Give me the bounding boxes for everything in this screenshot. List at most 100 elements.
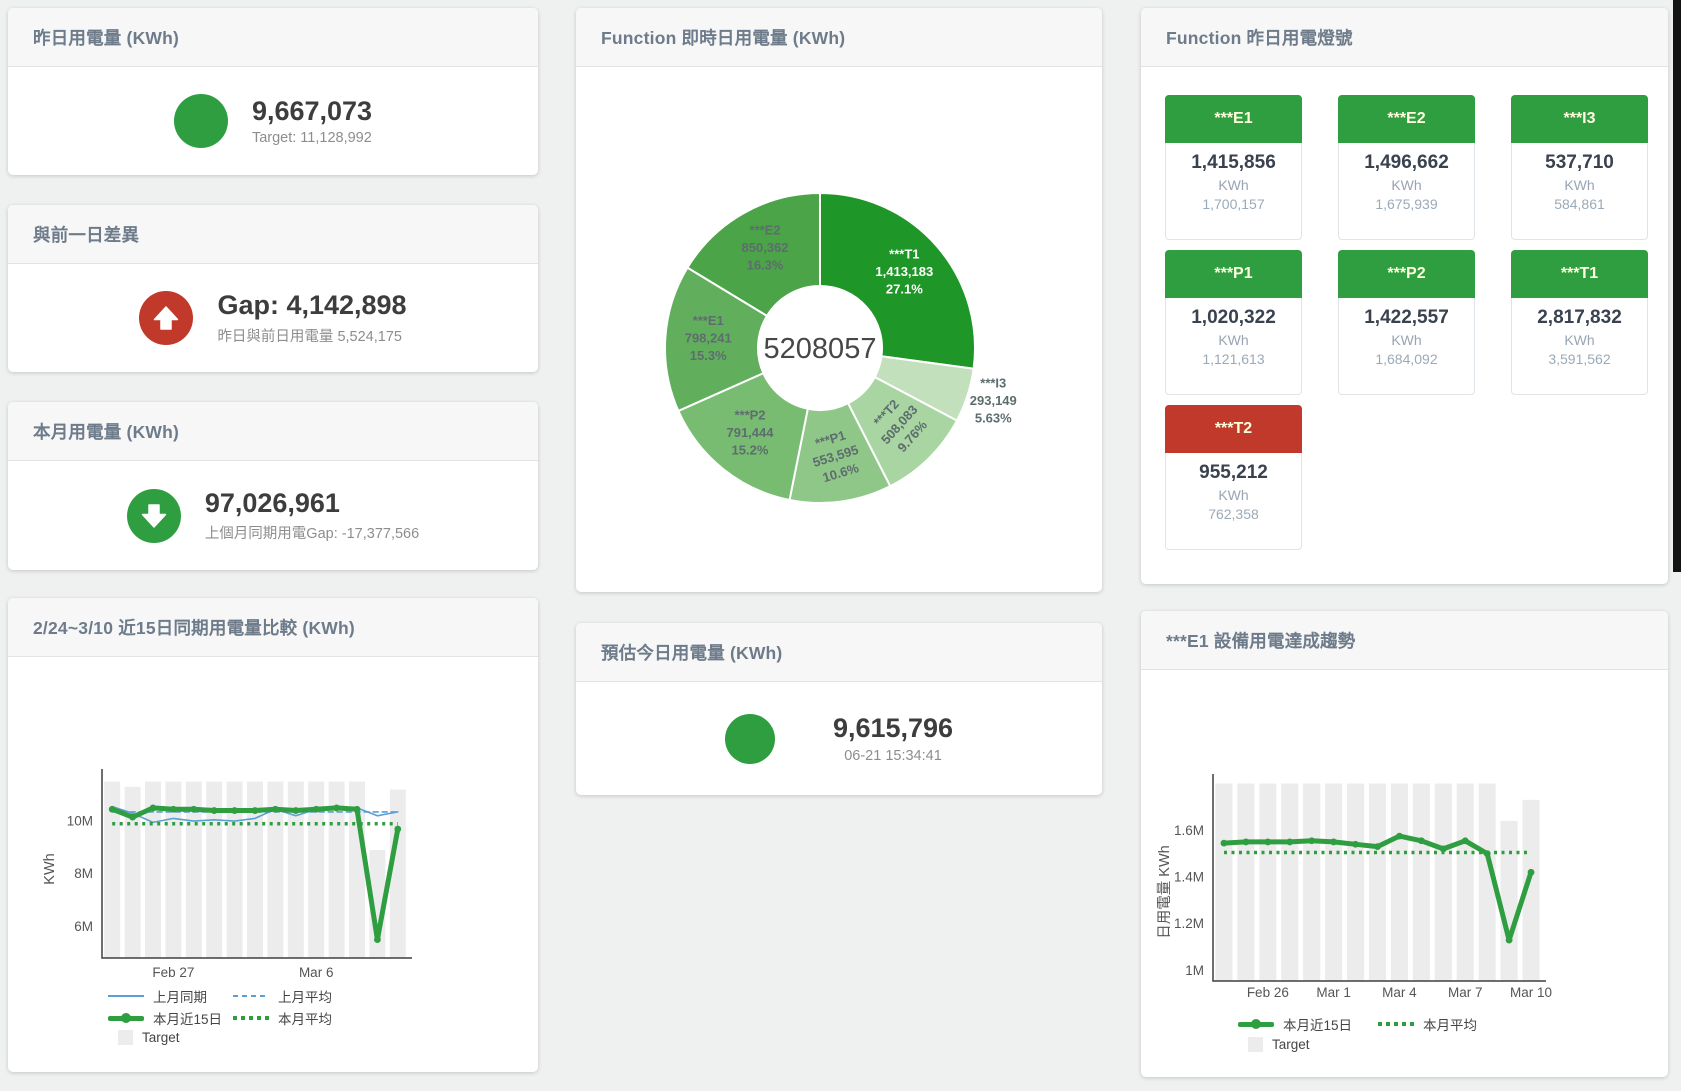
card-title: 預估今日用電量 (KWh) — [601, 642, 783, 663]
green-dotted-line-icon — [1378, 1022, 1414, 1026]
x-tick: Mar 1 — [1316, 985, 1351, 1000]
legend-last-month-avg[interactable]: 上月平均 — [233, 986, 358, 1006]
tile-name: ***P1 — [1214, 265, 1253, 282]
tile-target-value: 1,684,092 — [1375, 351, 1438, 367]
x-tick: Feb 26 — [1247, 985, 1289, 1000]
green-thick-line-icon — [1238, 1019, 1274, 1029]
tile-unit: KWh — [1564, 332, 1595, 348]
legend-this-month-avg[interactable]: 本月平均 — [233, 1008, 358, 1028]
kpi-value: Gap: 4,142,898 — [217, 290, 407, 321]
tile-target-value: 1,121,613 — [1202, 351, 1265, 367]
tile-name: ***E2 — [1387, 110, 1426, 127]
compare-line-chart: 6M 8M 10M Feb 27 Mar 6 KWh — [42, 769, 412, 980]
tile-unit: KWh — [1391, 177, 1422, 193]
light-tile-I3: ***I3 537,710 KWh 584,861 — [1511, 95, 1648, 240]
card-title: ***E1 設備用電達成趨勢 — [1166, 630, 1356, 651]
target-bars — [1215, 783, 1540, 981]
kpi-body: 9,615,796 06-21 15:34:41 — [576, 682, 1102, 795]
legend-this-month-15d[interactable]: 本月近15日 — [1238, 1014, 1378, 1034]
screen-edge-strip — [1673, 0, 1681, 572]
legend-target[interactable]: Target — [118, 1030, 243, 1045]
card-header: 昨日用電量 (KWh) — [8, 8, 538, 67]
e1-trend-line-chart: 1M 1.2M 1.4M 1.6M Feb 26 Mar 1 Mar 4 Mar 7 Mar 1… — [1157, 774, 1552, 1000]
tile-name: ***I3 — [1563, 110, 1596, 127]
chart-legend-row: 上月同期 上月平均 — [108, 986, 358, 1006]
y-tick: 6M — [74, 919, 93, 934]
x-tick: Mar 6 — [299, 965, 334, 980]
tile-status-header: ***P2 — [1338, 250, 1475, 298]
legend-last-month-same[interactable]: 上月同期 — [108, 986, 233, 1006]
series-points — [1220, 832, 1535, 944]
card-header: 本月用電量 (KWh) — [8, 402, 538, 461]
tile-value: 1,415,856 — [1191, 152, 1276, 173]
kpi-body: 9,667,073 Target: 11,128,992 — [8, 67, 538, 175]
y-tick: 1M — [1185, 963, 1204, 978]
card-realtime-donut: Function 即時日用電量 (KWh) ***T1 1,413,183 27.1… — [576, 8, 1102, 592]
tile-status-header: ***P1 — [1165, 250, 1302, 298]
kpi-subtitle: Target: 11,128,992 — [251, 130, 372, 147]
legend-target[interactable]: Target — [1248, 1037, 1388, 1052]
card-header: Function 即時日用電量 (KWh) — [576, 8, 1102, 67]
chart-axes — [101, 769, 412, 959]
tile-value: 1,496,662 — [1364, 152, 1449, 173]
tile-value: 2,817,832 — [1537, 307, 1622, 328]
donut-label-E1: ***E1 798,241 15.3% — [685, 313, 732, 363]
donut-slice-T1[interactable] — [819, 191, 976, 370]
donut-label-I3: ***I3 293,149 5.63% — [970, 376, 1017, 426]
y-axis-label: 日用電量 KWh — [1157, 845, 1173, 938]
tile-status-header: ***T1 — [1511, 250, 1648, 298]
kpi-text: 9,615,796 06-21 15:34:41 — [833, 713, 953, 763]
green-thick-line-icon — [108, 1013, 144, 1023]
chart-axes — [1212, 774, 1546, 982]
card-month-usage: 本月用電量 (KWh) 97,026,961 上個月同期用電Gap: -17,3… — [8, 402, 538, 570]
tile-unit: KWh — [1218, 332, 1249, 348]
legend-this-month-avg[interactable]: 本月平均 — [1378, 1014, 1518, 1034]
card-header: ***E1 設備用電達成趨勢 — [1141, 611, 1668, 670]
tile-status-header: ***E1 — [1165, 95, 1302, 143]
kpi-text: 97,026,961 上個月同期用電Gap: -17,377,566 — [205, 488, 419, 543]
tile-status-header: ***I3 — [1511, 95, 1648, 143]
kpi-timestamp: 06-21 15:34:41 — [844, 747, 942, 764]
kpi-value: 97,026,961 — [204, 487, 340, 518]
target-bars — [104, 781, 406, 958]
chart-legend-row: Target — [1248, 1037, 1388, 1052]
chart-legend-row: 本月近15日 本月平均 — [1238, 1014, 1518, 1034]
kpi-body: Gap: 4,142,898 昨日與前日用電量 5,524,175 — [8, 264, 538, 372]
card-header: 與前一日差異 — [8, 205, 538, 264]
chart-legend-row: Target — [118, 1030, 243, 1045]
gray-square-icon — [1248, 1037, 1263, 1052]
tile-target-value: 762,358 — [1208, 506, 1259, 522]
donut-slice-E1[interactable] — [664, 266, 769, 413]
x-tick: Mar 7 — [1448, 985, 1483, 1000]
tile-target-value: 584,861 — [1554, 196, 1605, 212]
light-tile-P1: ***P1 1,020,322 KWh 1,121,613 — [1165, 250, 1302, 395]
donut-slice-P2[interactable] — [677, 371, 809, 502]
tile-target-value: 1,700,157 — [1202, 196, 1265, 212]
light-tile-T2: ***T2 955,212 KWh 762,358 — [1165, 405, 1302, 550]
donut-label-P2: ***P2 791,444 15.2% — [726, 407, 774, 457]
card-yesterday-lights: Function 昨日用電燈號 ***E1 1,415,856 KWh 1,70… — [1141, 8, 1668, 584]
realtime-donut-chart: ***T1 1,413,183 27.1%***I3 293,149 5.63%***T… — [664, 191, 1017, 504]
tile-value: 1,422,557 — [1364, 307, 1449, 328]
y-tick: 1.6M — [1174, 823, 1204, 838]
kpi-subtitle: 昨日與前日用電量 5,524,175 — [217, 328, 402, 345]
tile-unit: KWh — [1218, 487, 1249, 503]
kpi-text: 9,667,073 Target: 11,128,992 — [252, 96, 372, 146]
tile-unit: KWh — [1218, 177, 1249, 193]
card-title: 2/24~3/10 近15日同期用電量比較 (KWh) — [33, 617, 355, 638]
blue-line-icon — [108, 995, 144, 997]
card-title: 與前一日差異 — [33, 224, 140, 245]
lights-grid: ***E1 1,415,856 KWh 1,700,157 ***E2 1,49… — [1141, 67, 1668, 550]
card-title: 本月用電量 (KWh) — [33, 421, 180, 442]
tile-name: ***E1 — [1214, 110, 1253, 127]
card-estimate-today: 預估今日用電量 (KWh) 9,615,796 06-21 15:34:41 — [576, 623, 1102, 795]
y-tick: 1.2M — [1174, 916, 1204, 931]
light-tile-E1: ***E1 1,415,856 KWh 1,700,157 — [1165, 95, 1302, 240]
y-tick: 1.4M — [1174, 869, 1204, 884]
kpi-subtitle: 上個月同期用電Gap: -17,377,566 — [204, 526, 420, 543]
donut-slice-E2[interactable] — [686, 191, 821, 318]
legend-this-month-15d[interactable]: 本月近15日 — [108, 1008, 233, 1028]
light-tile-E2: ***E2 1,496,662 KWh 1,675,939 — [1338, 95, 1475, 240]
kpi-value: 9,667,073 — [251, 95, 373, 126]
card-15day-compare-chart: 2/24~3/10 近15日同期用電量比較 (KWh) 6M 8M 10M Feb 2… — [8, 598, 538, 1072]
